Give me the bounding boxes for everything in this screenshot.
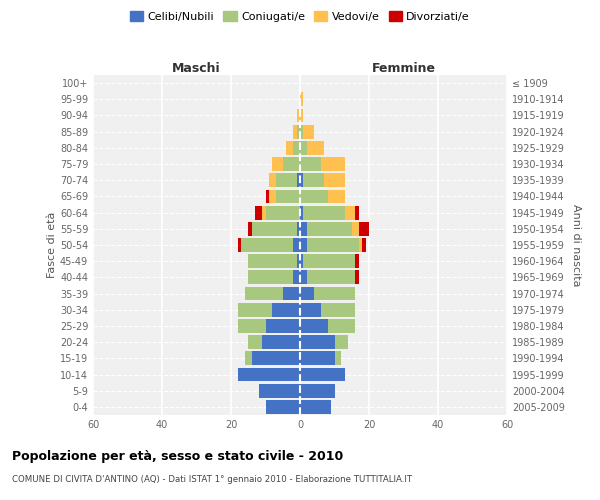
Bar (265, 319, 300, 333)
Bar (248, 254, 296, 268)
Bar (362, 238, 365, 252)
Bar (276, 174, 296, 187)
Bar (300, 141, 307, 154)
Bar (238, 368, 300, 382)
Bar (320, 303, 355, 316)
Bar (300, 222, 307, 235)
Bar (355, 206, 359, 220)
Bar (359, 238, 362, 252)
Bar (276, 190, 300, 203)
Bar (300, 384, 335, 398)
Bar (300, 352, 335, 365)
Bar (265, 190, 269, 203)
Bar (300, 319, 328, 333)
Bar (248, 222, 252, 235)
Bar (238, 238, 241, 252)
Y-axis label: Anni di nascita: Anni di nascita (571, 204, 581, 286)
Bar (300, 157, 320, 171)
Bar (262, 336, 300, 349)
Bar (293, 238, 300, 252)
Bar (255, 206, 262, 220)
Bar (335, 352, 341, 365)
Bar (328, 190, 345, 203)
Bar (307, 270, 355, 284)
Bar (269, 174, 276, 187)
Bar (307, 141, 324, 154)
Text: Femmine: Femmine (371, 62, 436, 75)
Bar (300, 336, 335, 349)
Text: Maschi: Maschi (172, 62, 221, 75)
Bar (304, 125, 314, 138)
Bar (300, 254, 304, 268)
Bar (245, 286, 283, 300)
Bar (248, 336, 262, 349)
Text: COMUNE DI CIVITA D'ANTINO (AQ) - Dati ISTAT 1° gennaio 2010 - Elaborazione TUTTI: COMUNE DI CIVITA D'ANTINO (AQ) - Dati IS… (12, 475, 412, 484)
Bar (265, 206, 300, 220)
Bar (300, 190, 328, 203)
Bar (296, 254, 300, 268)
Bar (269, 190, 276, 203)
Bar (252, 352, 300, 365)
Bar (304, 254, 355, 268)
Bar (286, 141, 293, 154)
Bar (293, 270, 300, 284)
Bar (238, 303, 272, 316)
Bar (283, 157, 300, 171)
Bar (300, 108, 304, 122)
Bar (300, 368, 345, 382)
Bar (248, 270, 293, 284)
Bar (283, 286, 300, 300)
Bar (324, 174, 345, 187)
Bar (307, 238, 359, 252)
Bar (352, 222, 359, 235)
Bar (300, 92, 304, 106)
Bar (293, 125, 296, 138)
Y-axis label: Fasce di età: Fasce di età (47, 212, 57, 278)
Bar (328, 319, 355, 333)
Bar (296, 174, 300, 187)
Bar (296, 108, 300, 122)
Bar (241, 238, 293, 252)
Bar (300, 400, 331, 414)
Bar (238, 319, 265, 333)
Bar (300, 286, 314, 300)
Bar (265, 400, 300, 414)
Bar (245, 352, 252, 365)
Bar (293, 141, 300, 154)
Bar (300, 125, 304, 138)
Bar (300, 303, 320, 316)
Bar (304, 174, 324, 187)
Bar (304, 206, 345, 220)
Bar (272, 303, 300, 316)
Bar (307, 222, 352, 235)
Bar (359, 222, 369, 235)
Text: Popolazione per età, sesso e stato civile - 2010: Popolazione per età, sesso e stato civil… (12, 450, 343, 463)
Bar (296, 125, 300, 138)
Bar (272, 157, 283, 171)
Bar (320, 157, 345, 171)
Bar (262, 206, 265, 220)
Bar (335, 336, 348, 349)
Bar (355, 254, 359, 268)
Legend: Celibi/Nubili, Coniugati/e, Vedovi/e, Divorziati/e: Celibi/Nubili, Coniugati/e, Vedovi/e, Di… (127, 8, 473, 25)
Bar (296, 222, 300, 235)
Bar (345, 206, 355, 220)
Bar (314, 286, 355, 300)
Bar (355, 270, 359, 284)
Bar (300, 238, 307, 252)
Bar (259, 384, 300, 398)
Bar (300, 174, 304, 187)
Bar (300, 270, 307, 284)
Bar (300, 206, 304, 220)
Bar (252, 222, 296, 235)
